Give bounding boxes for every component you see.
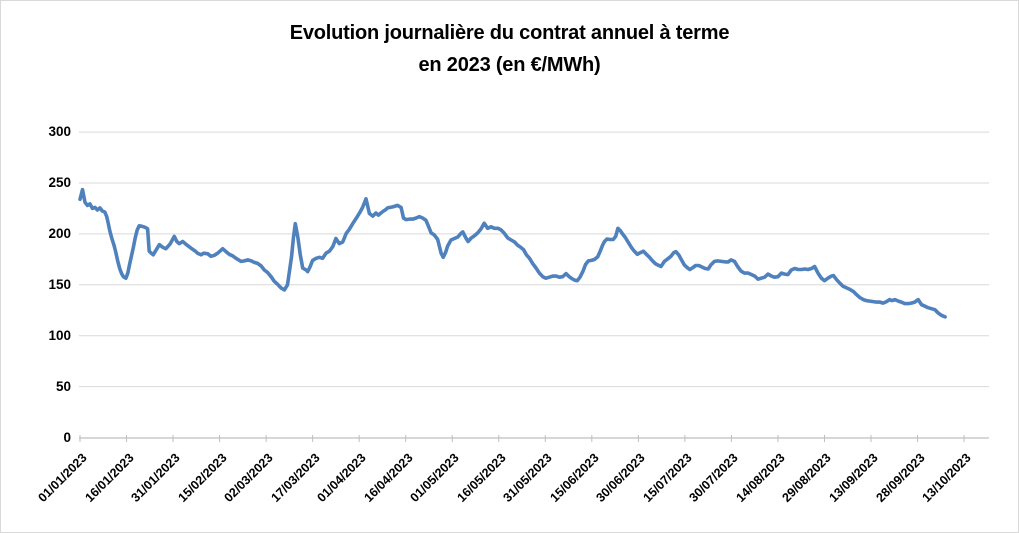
y-axis-tick-label: 150 <box>48 276 71 292</box>
series-line <box>78 187 947 319</box>
chart-title-line-2: en 2023 (en €/MWh) <box>418 54 601 76</box>
y-axis-tick-label: 0 <box>63 429 71 445</box>
y-axis-tick-label: 300 <box>48 124 71 140</box>
y-axis-tick-label: 100 <box>48 327 71 343</box>
chart-title: Evolution journalière du contrat annuel … <box>1 17 1018 81</box>
y-axis-tick-label: 250 <box>48 175 71 190</box>
chart-title-line-1: Evolution journalière du contrat annuel … <box>289 22 730 44</box>
y-axis-tick-label: 50 <box>55 378 71 394</box>
y-axis-tick-label: 200 <box>48 225 71 241</box>
